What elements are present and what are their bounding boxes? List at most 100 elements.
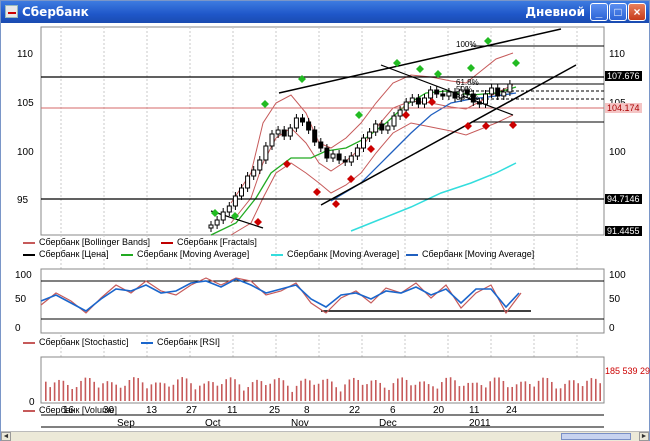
volume-y-tick: 0 xyxy=(29,397,35,408)
x-month-label: Nov xyxy=(291,418,309,429)
volume-bar xyxy=(62,380,65,401)
candle-body xyxy=(428,89,434,99)
volume-bar xyxy=(71,389,73,401)
maximize-button[interactable]: □ xyxy=(609,3,627,21)
candle-body xyxy=(257,159,263,171)
legend-swatch xyxy=(121,253,133,256)
volume-bar xyxy=(493,377,496,401)
period-label[interactable]: Дневной xyxy=(525,5,585,19)
volume-bar xyxy=(392,383,395,401)
volume-bar xyxy=(146,388,148,401)
volume-bar xyxy=(168,386,170,401)
x-day-label: 25 xyxy=(269,405,281,416)
candle-body xyxy=(220,211,226,221)
fractal-markers xyxy=(211,37,520,226)
volume-bar xyxy=(291,391,293,401)
candle-body xyxy=(391,115,397,127)
volume-bar xyxy=(159,382,161,401)
candlestick-series xyxy=(208,80,513,232)
volume-bar xyxy=(507,387,509,401)
fractal-down-marker xyxy=(428,98,436,106)
title-bar[interactable]: Сбербанк Дневной _ □ × xyxy=(1,1,649,23)
legend-item[interactable]: Сбербанк [Moving Average] xyxy=(121,249,249,259)
legend-item[interactable]: Сбербанк [Цена] xyxy=(23,249,109,259)
small-trendline[interactable] xyxy=(210,210,264,229)
fibonacci-levels[interactable] xyxy=(471,45,604,123)
legend-item[interactable]: Сбербанк [Moving Average] xyxy=(271,249,399,259)
osc-y-tick: 50 xyxy=(15,294,27,305)
volume-bar xyxy=(124,385,126,401)
scroll-left-arrow-icon[interactable]: ◄ xyxy=(1,432,11,441)
volume-bar xyxy=(357,379,359,401)
volume-bar xyxy=(537,380,540,401)
scroll-right-arrow-icon[interactable]: ► xyxy=(639,432,649,441)
volume-bar xyxy=(515,384,518,401)
candle-body xyxy=(464,89,470,95)
volume-bar xyxy=(322,379,324,401)
candle-body xyxy=(263,145,269,161)
volume-bar xyxy=(75,387,78,401)
volume-bar xyxy=(348,379,351,401)
fib-label: 100% xyxy=(456,40,477,49)
legend-item[interactable]: Сбербанк [Moving Average] xyxy=(406,249,534,259)
channel-lower-trendline[interactable] xyxy=(320,64,577,206)
scroll-thumb[interactable] xyxy=(561,433,631,440)
candle-body xyxy=(397,109,403,117)
legend-item[interactable]: Сбербанк [RSI] xyxy=(141,337,220,347)
volume-bar xyxy=(432,386,434,401)
candle-body xyxy=(300,117,305,123)
stochastic-line xyxy=(40,277,522,315)
candle-body xyxy=(476,101,482,105)
volume-bar xyxy=(419,381,421,401)
candle-body xyxy=(330,153,336,159)
volume-bar xyxy=(181,377,183,401)
volume-bar xyxy=(533,386,535,401)
volume-bar xyxy=(441,382,443,401)
candle-body xyxy=(354,147,360,157)
horizontal-scrollbar[interactable]: ◄ ► xyxy=(1,431,649,441)
fractal-down-marker xyxy=(283,160,291,168)
channel-upper-trendline[interactable] xyxy=(278,28,562,94)
volume-bar xyxy=(463,385,465,401)
volume-bar xyxy=(361,384,364,401)
volume-bar xyxy=(344,384,346,401)
candle-body xyxy=(403,101,409,111)
fractal-up-marker xyxy=(211,209,219,217)
volume-bar xyxy=(489,381,491,401)
volume-bar xyxy=(273,379,276,401)
candle-body xyxy=(452,91,458,99)
candle-body xyxy=(239,187,244,197)
chart-canvas[interactable] xyxy=(1,23,649,431)
fractal-down-marker xyxy=(313,188,321,196)
x-day-label: 24 xyxy=(506,405,518,416)
fractal-up-marker xyxy=(434,70,442,78)
volume-bar xyxy=(67,384,69,401)
inner-trendline[interactable] xyxy=(380,64,514,116)
candle-body xyxy=(287,127,293,137)
volume-bar xyxy=(111,382,113,401)
minimize-button[interactable]: _ xyxy=(590,3,608,21)
legend-item[interactable]: Сбербанк [Fractals] xyxy=(161,237,257,247)
legend-label: Сбербанк [RSI] xyxy=(157,337,220,347)
legend-item[interactable]: Сбербанк [Stochastic] xyxy=(23,337,128,347)
volume-bar xyxy=(221,384,223,401)
volume-bar xyxy=(449,377,452,401)
legend-item[interactable]: Сбербанк [Bollinger Bands] xyxy=(23,237,150,247)
close-button[interactable]: × xyxy=(628,3,646,21)
volume-bar xyxy=(225,379,227,401)
price-y-tick: 95 xyxy=(17,195,29,206)
volume-bar xyxy=(251,382,254,401)
volume-bar xyxy=(304,378,307,401)
x-day-label: 16 xyxy=(63,405,75,416)
volume-bar xyxy=(45,381,47,401)
volume-bar xyxy=(238,384,241,401)
price-tag: 104.174 xyxy=(605,103,642,113)
price-tag: 94.7146 xyxy=(605,194,642,204)
legend-item[interactable]: Сбербанк [Volume] xyxy=(23,405,117,415)
candle-body xyxy=(470,93,476,103)
volume-bar xyxy=(410,385,412,401)
fractal-up-marker xyxy=(484,37,492,45)
candle-body xyxy=(409,97,415,103)
